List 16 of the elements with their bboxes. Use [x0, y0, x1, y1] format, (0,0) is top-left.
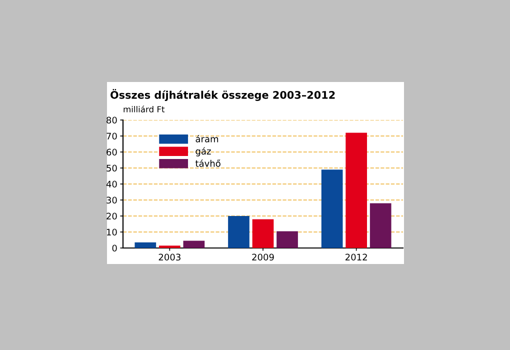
y-tick-label: 40 [106, 180, 117, 188]
x-tick-label: 2009 [252, 254, 274, 261]
y-tick-label: 80 [106, 116, 117, 124]
legend-label: távhő [195, 159, 220, 167]
y-tick-label: 20 [106, 212, 117, 220]
y-tick-label: 60 [106, 148, 117, 156]
x-tick-label: 2012 [346, 254, 367, 261]
legend-label: áram [196, 134, 218, 142]
y-tick-label: 0 [112, 244, 117, 252]
y-axis-title: milliárd Ft [124, 106, 165, 112]
y-tick-label: 10 [106, 228, 117, 236]
chart-title: Összes díjhátralék összege 2003–2012 [110, 89, 335, 101]
x-tick-label: 2003 [158, 254, 180, 261]
y-tick-label: 30 [106, 196, 117, 204]
y-tick-label: 70 [106, 132, 117, 140]
y-tick-label: 50 [106, 164, 117, 172]
